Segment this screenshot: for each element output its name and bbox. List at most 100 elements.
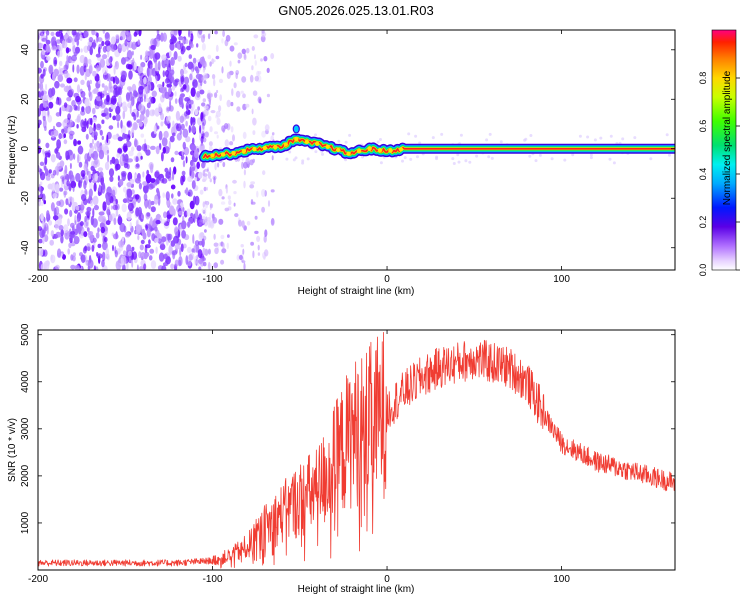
spectrogram-cell bbox=[88, 173, 92, 180]
spectrogram-cell bbox=[96, 64, 100, 73]
spectrogram-cell bbox=[665, 133, 669, 137]
spectrogram-cell bbox=[431, 136, 435, 140]
spectrogram-cell bbox=[98, 184, 102, 193]
spectrogram-cell bbox=[243, 180, 246, 189]
spectrogram-cell bbox=[145, 108, 150, 118]
spectrogram-cell bbox=[162, 70, 165, 78]
spectrogram-cell bbox=[108, 192, 111, 203]
spectrogram-cell bbox=[163, 130, 169, 139]
spectrogram-cell bbox=[72, 44, 76, 54]
colorbar-tick-label: 0.2 bbox=[698, 216, 708, 229]
spectrogram-cell bbox=[92, 195, 99, 206]
spectrogram-cell bbox=[43, 262, 48, 270]
spectrogram-cell bbox=[241, 260, 246, 264]
spectrogram-cell bbox=[178, 30, 182, 37]
spectrogram-cell bbox=[67, 154, 70, 160]
spectrogram-cell bbox=[50, 254, 53, 261]
spectrogram-cell bbox=[207, 115, 212, 122]
spectrogram-cell bbox=[83, 30, 89, 38]
spectrogram-cell bbox=[401, 159, 404, 163]
spectrogram-cell bbox=[57, 143, 60, 149]
spectrogram-cell bbox=[44, 165, 47, 171]
spectrogram-cell bbox=[236, 254, 241, 261]
signal-hotspot bbox=[231, 150, 236, 156]
spectrogram-cell bbox=[67, 91, 73, 97]
spectrogram-cell bbox=[84, 245, 88, 252]
spectrogram-cell bbox=[42, 220, 45, 229]
spectrogram-cell bbox=[104, 32, 111, 42]
spectrogram-cell bbox=[180, 175, 184, 186]
spectrogram-cell bbox=[194, 108, 199, 116]
spectrogram-cell bbox=[68, 185, 72, 191]
spectrogram-cell bbox=[202, 257, 206, 262]
spectrogram-cell bbox=[236, 106, 241, 112]
spectrogram-cell bbox=[138, 182, 142, 190]
spectrogram-cell bbox=[235, 90, 241, 98]
spectrogram-cell bbox=[88, 126, 93, 134]
spectrogram-cell bbox=[306, 157, 310, 161]
spectrogram-cell bbox=[178, 36, 184, 41]
spectrogram-cell bbox=[143, 263, 147, 270]
spectrogram-cell bbox=[246, 221, 251, 226]
spectrogram-cell bbox=[219, 94, 222, 102]
y-tick-label: 5000 bbox=[20, 323, 31, 346]
snr-y-label: SNR (10 * v/v) bbox=[7, 418, 18, 482]
spectrogram-cell bbox=[107, 85, 112, 94]
spectrogram-cell bbox=[50, 202, 55, 212]
spectrogram-cell bbox=[222, 242, 225, 249]
spectrogram-cell bbox=[186, 246, 192, 253]
spectrogram-cell bbox=[135, 163, 140, 168]
spectrogram-cell bbox=[43, 234, 49, 243]
spectrogram-cell bbox=[163, 253, 168, 260]
spectrogram-cell bbox=[166, 214, 172, 219]
spectrogram-cell bbox=[215, 55, 220, 60]
spectrogram-cell bbox=[187, 221, 191, 228]
spectrogram-cell bbox=[216, 117, 221, 125]
spectrogram-cell bbox=[457, 160, 461, 164]
spectrogram-cell bbox=[58, 43, 63, 52]
spectrogram-cell bbox=[464, 159, 468, 163]
spectrogram-cell bbox=[93, 265, 96, 270]
spectrogram-cell bbox=[191, 248, 195, 253]
spectrogram-cell bbox=[186, 45, 191, 51]
spectrogram-cell bbox=[204, 229, 207, 233]
spectrogram-cell bbox=[194, 240, 200, 247]
spectrogram-cell bbox=[211, 59, 216, 63]
x-tick-label: 100 bbox=[553, 574, 570, 585]
spectrogram-cell bbox=[42, 118, 47, 129]
spectrogram-cell bbox=[174, 91, 177, 97]
spectrogram-cell bbox=[490, 156, 494, 160]
spectrogram-cell bbox=[72, 185, 75, 192]
spectrogram-cell bbox=[252, 130, 256, 136]
spectrogram-cell bbox=[87, 231, 92, 239]
spectrogram-cell bbox=[69, 162, 72, 170]
spectrogram-cell bbox=[191, 180, 196, 190]
spectrogram-cell bbox=[198, 30, 203, 35]
spectrogram-cell bbox=[140, 61, 146, 68]
spectrogram-cell bbox=[203, 137, 207, 143]
spectrogram-cell bbox=[155, 145, 160, 155]
spectrogram-cell bbox=[86, 246, 91, 252]
spectrogram-cell bbox=[171, 170, 175, 181]
spectrogram-cell bbox=[177, 55, 182, 62]
spectrogram-cell bbox=[209, 61, 212, 67]
spectrogram-cell bbox=[47, 114, 53, 123]
spectrogram-cell bbox=[215, 44, 219, 53]
spectrogram-cell bbox=[257, 252, 261, 256]
signal-hotspot bbox=[241, 148, 247, 154]
colorbar-axis: 0.0 0.2 0.4 0.6 0.8 bbox=[698, 72, 740, 276]
spectrogram-cell bbox=[172, 79, 179, 87]
spectrogram-cell bbox=[227, 234, 230, 238]
spectrogram-cell bbox=[110, 205, 113, 210]
spectrogram-cell bbox=[181, 220, 187, 230]
x-tick-label: -100 bbox=[203, 574, 223, 585]
spectrogram-cell bbox=[191, 117, 196, 123]
spectrogram-cell bbox=[174, 259, 179, 267]
spectrogram-cell bbox=[71, 203, 76, 212]
spectrogram-cell bbox=[264, 249, 269, 257]
spectrogram-cell bbox=[468, 160, 472, 164]
spectrogram-cell bbox=[159, 85, 166, 94]
spectrogram-cell bbox=[65, 47, 70, 54]
spectrogram-cell bbox=[170, 56, 175, 66]
